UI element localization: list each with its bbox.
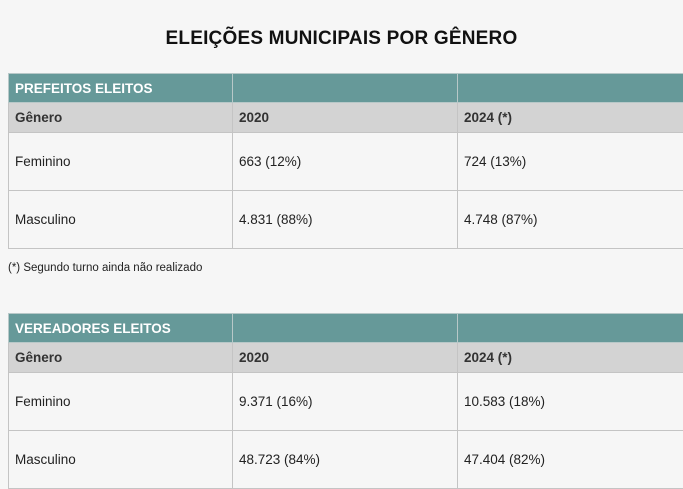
- column-header: 2020: [233, 103, 458, 133]
- table-cell: Feminino: [9, 133, 233, 191]
- column-header: 2020: [233, 343, 458, 373]
- column-header: Gênero: [9, 343, 233, 373]
- table-caption-row: PREFEITOS ELEITOS: [9, 74, 683, 103]
- table-cell: 4.748 (87%): [458, 191, 683, 249]
- empty-cell: [233, 74, 458, 103]
- table-cell: 9.371 (16%): [233, 373, 458, 431]
- table-header-row: Gênero 2020 2024 (*): [9, 103, 683, 133]
- table-row: Feminino 663 (12%) 724 (13%): [9, 133, 683, 191]
- table-row: Masculino 4.831 (88%) 4.748 (87%): [9, 191, 683, 249]
- page-title: ELEIÇÕES MUNICIPAIS POR GÊNERO: [0, 28, 683, 50]
- column-header: 2024 (*): [458, 103, 683, 133]
- table-cell: 48.723 (84%): [233, 431, 458, 489]
- table-caption: VEREADORES ELEITOS: [9, 314, 233, 343]
- mayors-table: PREFEITOS ELEITOS Gênero 2020 2024 (*) F…: [8, 73, 683, 249]
- table-row: Masculino 48.723 (84%) 47.404 (82%): [9, 431, 683, 489]
- table-caption: PREFEITOS ELEITOS: [9, 74, 233, 103]
- table-cell: Masculino: [9, 191, 233, 249]
- table-cell: Feminino: [9, 373, 233, 431]
- table-caption-row: VEREADORES ELEITOS: [9, 314, 683, 343]
- footnote: (*) Segundo turno ainda não realizado: [8, 262, 202, 274]
- empty-cell: [458, 74, 683, 103]
- table-row: Feminino 9.371 (16%) 10.583 (18%): [9, 373, 683, 431]
- empty-cell: [233, 314, 458, 343]
- table-header-row: Gênero 2020 2024 (*): [9, 343, 683, 373]
- table-cell: 4.831 (88%): [233, 191, 458, 249]
- column-header: 2024 (*): [458, 343, 683, 373]
- table-cell: Masculino: [9, 431, 233, 489]
- empty-cell: [458, 314, 683, 343]
- table-cell: 10.583 (18%): [458, 373, 683, 431]
- column-header: Gênero: [9, 103, 233, 133]
- councillors-table: VEREADORES ELEITOS Gênero 2020 2024 (*) …: [8, 313, 683, 489]
- table-cell: 724 (13%): [458, 133, 683, 191]
- table-cell: 663 (12%): [233, 133, 458, 191]
- table-cell: 47.404 (82%): [458, 431, 683, 489]
